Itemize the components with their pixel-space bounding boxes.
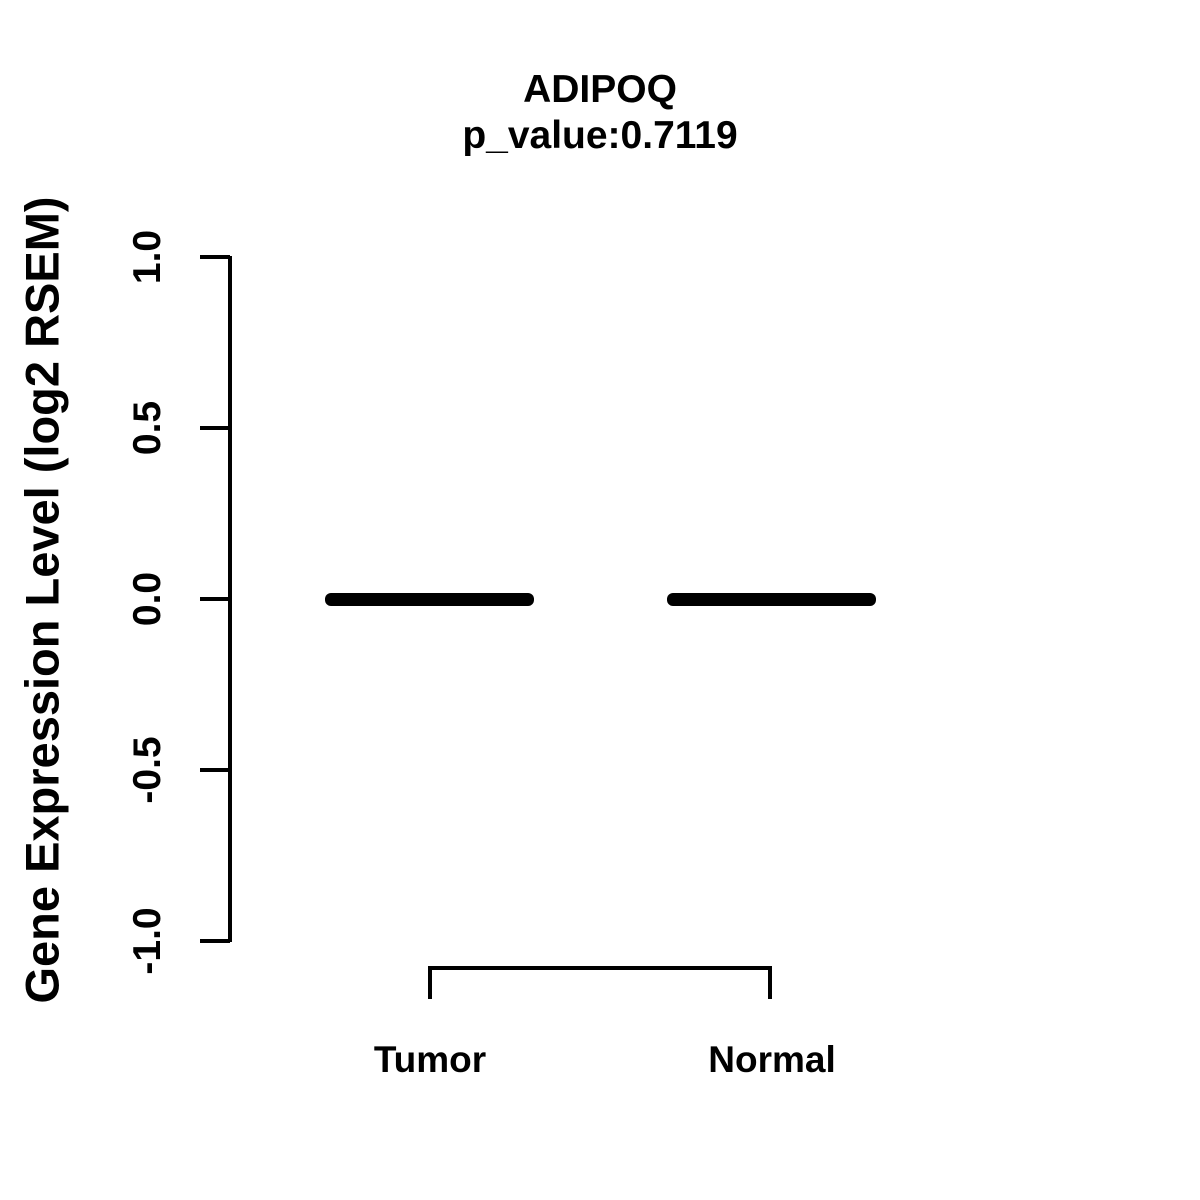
y-tick-label: 0.0 (126, 571, 169, 627)
comparison-bracket-right-end (768, 966, 772, 999)
y-tick-label: -1.0 (126, 907, 169, 975)
y-tick-mark (200, 597, 230, 601)
median-line-tumor (325, 592, 534, 606)
x-category-label-normal: Normal (708, 1039, 836, 1080)
y-tick-mark (200, 255, 230, 259)
y-tick-label: 1.0 (126, 229, 169, 285)
y-tick-mark (200, 426, 230, 430)
y-tick-label: 0.5 (126, 400, 169, 456)
y-tick-mark (200, 768, 230, 772)
chart-subtitle-pvalue: p_value:0.7119 (462, 114, 738, 157)
y-axis-label: Gene Expression Level (log2 RSEM) (15, 196, 69, 1004)
y-tick-label: -0.5 (126, 736, 169, 804)
median-line-normal (667, 592, 876, 606)
y-tick-mark (200, 939, 230, 943)
x-category-label-tumor: Tumor (373, 1039, 487, 1080)
chart-title: ADIPOQ (523, 68, 677, 111)
comparison-bracket-left-end (428, 966, 432, 999)
y-axis-line (228, 256, 232, 942)
comparison-bracket-horizontal (428, 966, 772, 970)
